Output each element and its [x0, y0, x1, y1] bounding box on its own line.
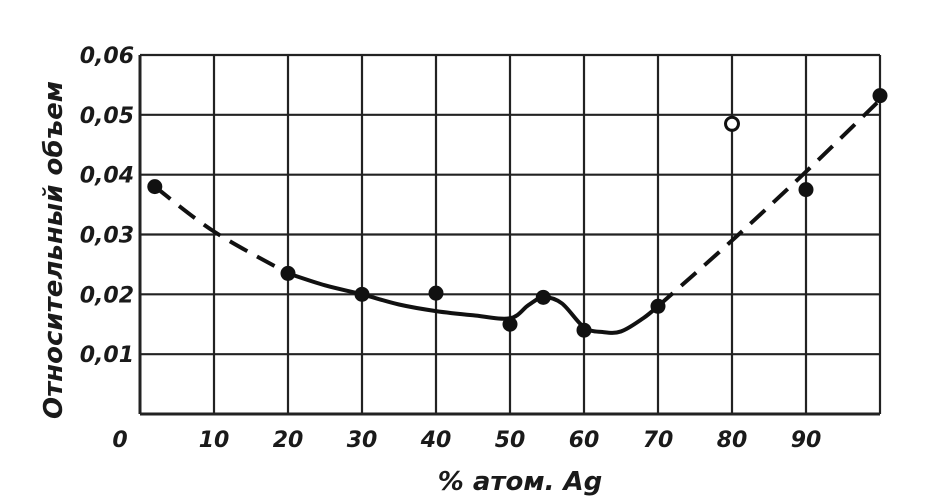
- data-point: [502, 316, 518, 332]
- x-tick-label: 70: [643, 428, 674, 453]
- data-point: [147, 179, 163, 195]
- data-point: [576, 322, 592, 338]
- data-point-open: [724, 115, 740, 132]
- y-tick-label: 0,05: [80, 104, 134, 129]
- dashed-curve: [656, 98, 882, 308]
- x-tick-label: 20: [273, 428, 304, 453]
- y-tick-label: 0,03: [80, 224, 134, 249]
- curves: [153, 98, 882, 335]
- solid-curve: [286, 271, 660, 335]
- grid: [138, 53, 882, 416]
- x-tick-label: 80: [717, 428, 748, 453]
- y-tick-label: 0,06: [80, 44, 134, 69]
- data-point: [354, 286, 370, 302]
- x-tick-label: 10: [199, 428, 230, 453]
- y-axis-label: Относительный объем: [39, 81, 69, 419]
- dashed-curve: [153, 185, 289, 276]
- y-tick-labels: 0,01 0,02 0,03 0,04 0,05 0,06: [80, 44, 134, 368]
- x-tick-label: 50: [495, 428, 526, 453]
- data-point: [650, 298, 666, 314]
- x-tick-label: 60: [569, 428, 600, 453]
- data-points: [147, 88, 888, 338]
- x-tick-label: 0: [112, 428, 127, 453]
- y-tick-label: 0,04: [80, 164, 134, 189]
- data-point: [428, 285, 444, 301]
- x-axis-label: % атом. Ag: [438, 467, 603, 497]
- x-tick-label: 30: [347, 428, 378, 453]
- data-point: [280, 265, 296, 281]
- x-tick-label: 90: [791, 428, 822, 453]
- x-tick-label: 40: [420, 428, 452, 453]
- data-point: [798, 182, 814, 198]
- y-tick-label: 0,02: [80, 283, 134, 308]
- data-point: [872, 88, 888, 104]
- data-point: [535, 289, 551, 305]
- y-tick-label: 0,01: [80, 343, 134, 368]
- x-tick-labels: 0 10 20 30 40 50 60 70 80 90: [112, 428, 821, 453]
